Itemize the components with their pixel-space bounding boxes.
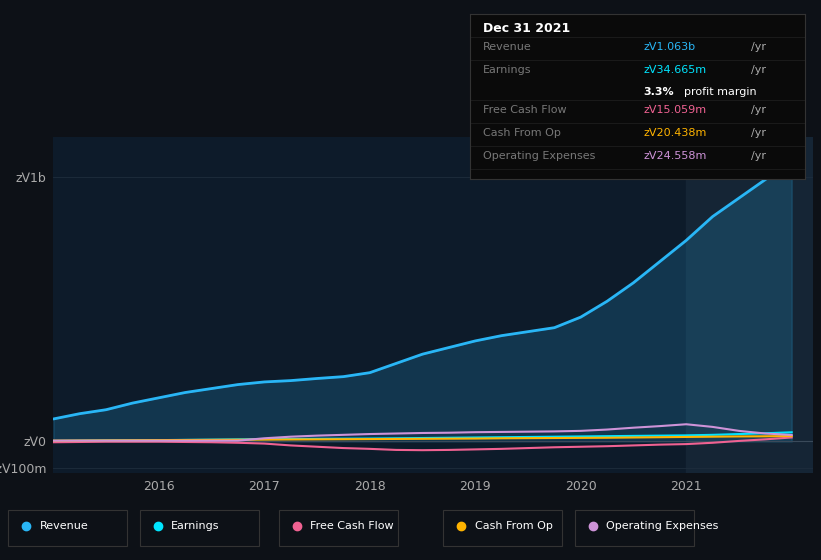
Text: zᐯ15.059m: zᐯ15.059m xyxy=(644,105,707,115)
Text: Free Cash Flow: Free Cash Flow xyxy=(483,105,566,115)
Bar xyxy=(686,137,821,473)
Text: Revenue: Revenue xyxy=(39,521,88,531)
Text: profit margin: profit margin xyxy=(684,87,757,97)
Text: Operating Expenses: Operating Expenses xyxy=(606,521,718,531)
Text: /yr: /yr xyxy=(751,65,766,75)
Text: Earnings: Earnings xyxy=(171,521,219,531)
Text: Operating Expenses: Operating Expenses xyxy=(483,151,595,161)
Text: /yr: /yr xyxy=(751,151,766,161)
Text: Revenue: Revenue xyxy=(483,42,532,52)
Text: zᐯ1.063b: zᐯ1.063b xyxy=(644,42,696,52)
Text: Earnings: Earnings xyxy=(483,65,531,75)
Text: /yr: /yr xyxy=(751,105,766,115)
Text: zᐯ24.558m: zᐯ24.558m xyxy=(644,151,707,161)
Text: Dec 31 2021: Dec 31 2021 xyxy=(483,22,571,35)
Text: zᐯ34.665m: zᐯ34.665m xyxy=(644,65,707,75)
Text: 3.3%: 3.3% xyxy=(644,87,674,97)
Text: Free Cash Flow: Free Cash Flow xyxy=(310,521,394,531)
Text: /yr: /yr xyxy=(751,128,766,138)
Text: Cash From Op: Cash From Op xyxy=(475,521,553,531)
Text: Cash From Op: Cash From Op xyxy=(483,128,561,138)
Text: /yr: /yr xyxy=(751,42,766,52)
Text: zᐯ20.438m: zᐯ20.438m xyxy=(644,128,707,138)
